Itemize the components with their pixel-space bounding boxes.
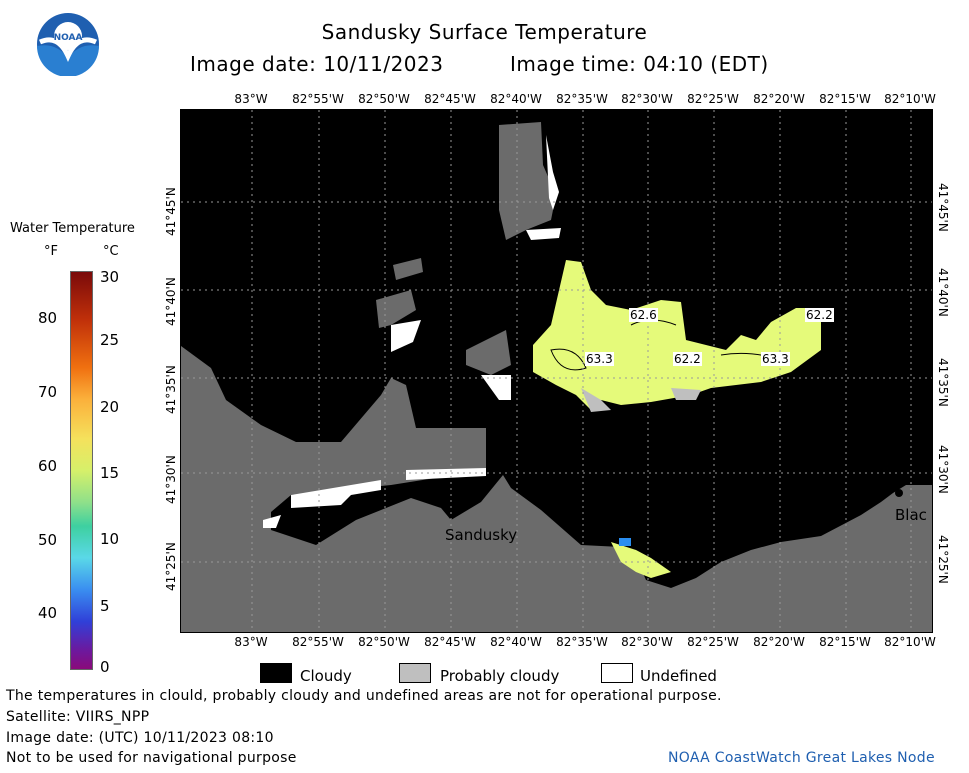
lon-label-top: 83°W: [234, 92, 268, 106]
f-tick: 70: [38, 383, 58, 401]
island-small: [376, 290, 416, 328]
graticule: [181, 110, 932, 632]
lon-label-top: 82°50'W: [358, 92, 410, 106]
c-tick: 25: [100, 331, 120, 349]
c-tick: 30: [100, 268, 120, 286]
lat-label-left: 41°25'N: [164, 542, 178, 591]
cool-water-pixel: [619, 538, 631, 546]
probably-cloudy-patch: [671, 388, 701, 400]
c-tick: 5: [100, 597, 110, 615]
undefined-patch: [526, 228, 561, 240]
lat-label-left: 41°30'N: [164, 455, 178, 504]
legend-label-undefined: Undefined: [640, 667, 717, 685]
footer-utc-date: Image date: (UTC) 10/11/2023 08:10: [6, 730, 274, 746]
image-date: Image date: 10/11/2023: [190, 52, 444, 76]
warm-water-region: [533, 260, 821, 410]
colorbar-title: Water Temperature: [10, 221, 135, 236]
lon-label-bottom: 82°45'W: [424, 635, 476, 649]
lat-label-left: 41°40'N: [164, 277, 178, 326]
lon-label-top: 82°30'W: [621, 92, 673, 106]
lon-label-bottom: 82°35'W: [556, 635, 608, 649]
undefined-patch: [263, 515, 281, 528]
kelleys-island: [499, 122, 556, 240]
lon-label-top: 82°45'W: [424, 92, 476, 106]
footer-credit-link[interactable]: NOAA CoastWatch Great Lakes Node: [668, 750, 935, 766]
lat-label-left: 41°35'N: [164, 365, 178, 414]
legend-swatch-undefined: [601, 663, 633, 683]
f-tick: 80: [38, 309, 58, 327]
lat-label-right: 41°45'N: [936, 183, 950, 232]
lon-label-top: 82°40'W: [490, 92, 542, 106]
contour-label: 63.3: [585, 352, 614, 366]
lon-label-bottom: 82°20'W: [753, 635, 805, 649]
lat-label-right: 41°25'N: [936, 535, 950, 584]
contour-label: 62.6: [629, 308, 658, 322]
undefined-patch: [391, 320, 421, 352]
image-time: Image time: 04:10 (EDT): [510, 52, 769, 76]
legend-label-probably-cloudy: Probably cloudy: [440, 667, 560, 685]
lat-label-left: 41°45'N: [164, 187, 178, 236]
lat-label-right: 41°30'N: [936, 445, 950, 494]
colorbar-gradient: [70, 271, 93, 670]
footer-satellite: Satellite: VIIRS_NPP: [6, 709, 150, 725]
contour-line: [550, 348, 587, 371]
place-label-blac: Blac: [895, 506, 927, 524]
lat-label-right: 41°40'N: [936, 268, 950, 317]
contour-label: 63.3: [761, 352, 790, 366]
undefined-patch: [546, 135, 559, 210]
undefined-patch: [481, 375, 511, 400]
legend-swatch-probably-cloudy: [399, 663, 431, 683]
undefined-patch: [406, 468, 486, 480]
legend-label-cloudy: Cloudy: [300, 667, 352, 685]
lon-label-top: 82°55'W: [292, 92, 344, 106]
noaa-logo: NOAA: [36, 12, 100, 77]
place-label-sandusky: Sandusky: [445, 526, 518, 544]
f-tick: 40: [38, 604, 58, 622]
footer-nav-warning: Not to be used for navigational purpose: [6, 750, 297, 766]
lon-label-bottom: 82°40'W: [490, 635, 542, 649]
lon-label-bottom: 82°55'W: [292, 635, 344, 649]
lon-label-top: 82°20'W: [753, 92, 805, 106]
lon-label-top: 82°15'W: [819, 92, 871, 106]
lon-label-bottom: 82°50'W: [358, 635, 410, 649]
map-title: Sandusky Surface Temperature: [321, 20, 648, 44]
land-south-shore: [181, 346, 932, 632]
lon-label-top: 82°10'W: [884, 92, 936, 106]
f-tick: 50: [38, 531, 58, 549]
island-small: [466, 330, 511, 375]
lon-label-top: 82°25'W: [687, 92, 739, 106]
c-tick: 15: [100, 464, 120, 482]
lon-label-bottom: 82°10'W: [884, 635, 936, 649]
unit-fahrenheit: °F: [44, 244, 58, 259]
probably-cloudy-patch: [581, 388, 611, 412]
lon-label-bottom: 82°15'W: [819, 635, 871, 649]
unit-celsius: °C: [103, 244, 119, 259]
c-tick: 10: [100, 530, 120, 548]
lat-label-right: 41°35'N: [936, 358, 950, 407]
lon-label-bottom: 82°30'W: [621, 635, 673, 649]
city-marker: [895, 489, 903, 497]
warm-water-nearshore: [611, 542, 671, 578]
logo-text: NOAA: [54, 33, 83, 43]
map-panel: 62.6 63.3 62.2 63.3 62.2 Sandusky Blac: [180, 109, 933, 633]
map-svg: [181, 110, 932, 632]
island-small: [393, 258, 423, 280]
contour-label: 62.2: [805, 308, 834, 322]
undefined-patch: [291, 480, 381, 508]
c-tick: 20: [100, 398, 120, 416]
lon-label-bottom: 83°W: [234, 635, 268, 649]
contour-label: 62.2: [673, 352, 702, 366]
legend-swatch-cloudy: [260, 663, 292, 683]
lon-label-bottom: 82°25'W: [687, 635, 739, 649]
f-tick: 60: [38, 457, 58, 475]
lon-label-top: 82°35'W: [556, 92, 608, 106]
c-tick: 0: [100, 658, 110, 676]
footer-disclaimer: The temperatures in clould, probably clo…: [6, 688, 722, 704]
